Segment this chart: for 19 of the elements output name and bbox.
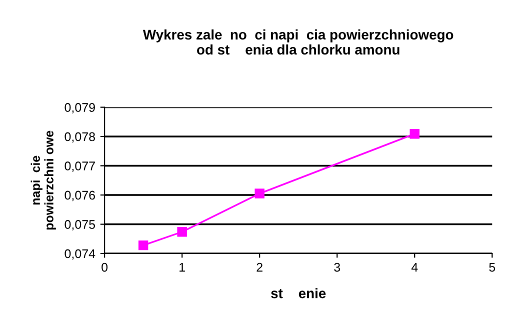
x-tick-label: 5 xyxy=(489,262,496,272)
x-tick-label: 2 xyxy=(256,262,262,272)
point xyxy=(410,129,420,139)
y-tick-label: 0,078 xyxy=(64,132,95,143)
y-tick-label: 0,075 xyxy=(64,220,95,230)
x-tick-label: 0 xyxy=(102,262,108,272)
y-tick-label: 0,077 xyxy=(64,162,95,172)
y-tick-label: 0,079 xyxy=(64,103,95,114)
x-tick-label: 4 xyxy=(411,262,418,272)
point xyxy=(254,188,264,198)
x-tick-label: 1 xyxy=(180,262,185,272)
point xyxy=(177,226,187,237)
y-axis-title: napi cie powierzchni owe xyxy=(30,130,56,230)
x-tick-label: 3 xyxy=(334,262,340,272)
y-tick-label: 0,076 xyxy=(64,190,95,202)
y-tick-label: 0,074 xyxy=(64,249,96,260)
x-axis-title: st enie xyxy=(271,288,326,298)
chart-title: Wykres zale no ci napi cia powierzchniowego od st enia dla chlorku amonu xyxy=(142,29,454,55)
point xyxy=(138,240,148,250)
